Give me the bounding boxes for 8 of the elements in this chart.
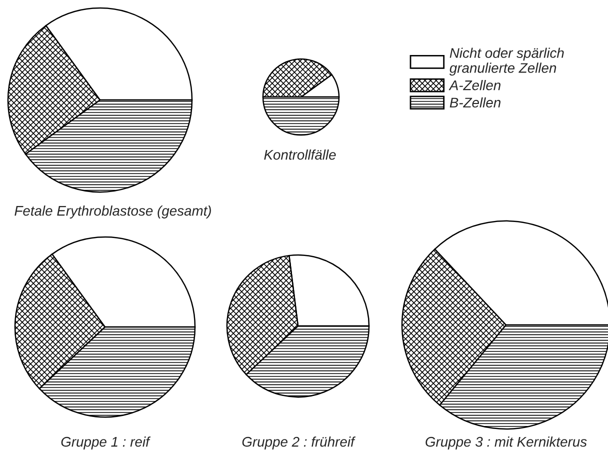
text: Gruppe 3 : mit Kernikterus [426,436,587,450]
text: Kontrollfälle [264,150,336,160]
legend-label: Nicht oder spärlich granulierte Zellen [449,48,564,76]
text: Gruppe 2 : frühreif [242,436,356,450]
text: Fetale Erythroblastose (gesamt) [14,206,211,218]
legend-label: B-Zellen [450,97,500,108]
legend-label: A-Zellen [448,80,500,90]
text: Gruppe 1 : reif [61,436,151,450]
